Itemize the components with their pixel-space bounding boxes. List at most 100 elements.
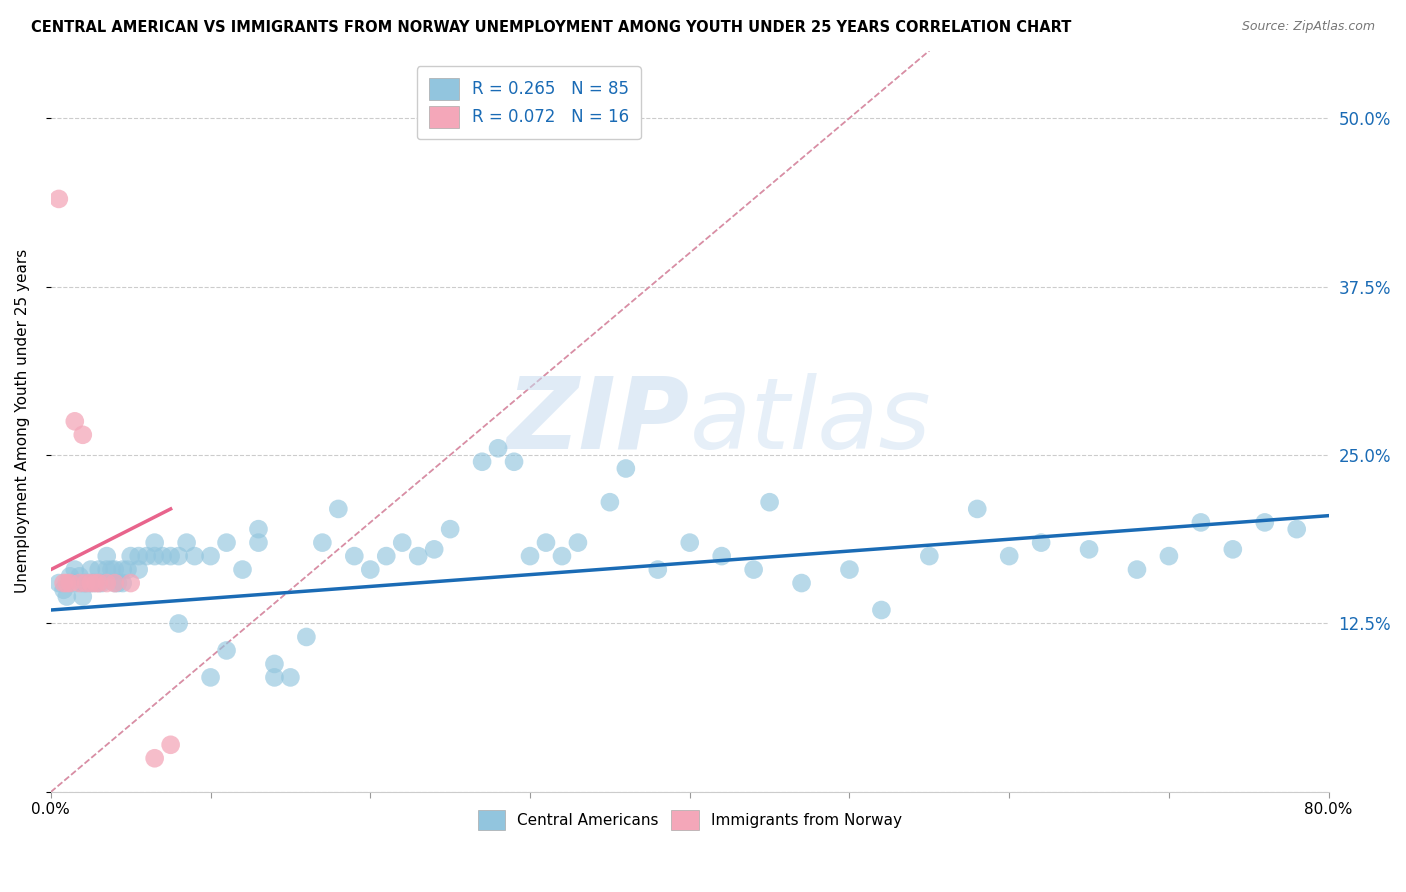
Point: [870, 603, 893, 617]
Point: [72, 576, 94, 591]
Point: [96, 576, 118, 591]
Point: [83, 576, 105, 591]
Point: [1031, 535, 1053, 549]
Point: [143, 549, 166, 563]
Point: [143, 535, 166, 549]
Legend: Central Americans, Immigrants from Norway: Central Americans, Immigrants from Norwa…: [471, 805, 908, 836]
Point: [107, 576, 129, 591]
Point: [200, 549, 222, 563]
Point: [120, 549, 142, 563]
Point: [534, 535, 557, 549]
Point: [176, 535, 198, 549]
Point: [117, 563, 139, 577]
Point: [280, 670, 302, 684]
Point: [128, 549, 150, 563]
Point: [343, 549, 366, 563]
Point: [167, 616, 190, 631]
Point: [104, 576, 127, 591]
Point: [63, 414, 86, 428]
Point: [52, 582, 75, 597]
Point: [80, 563, 103, 577]
Point: [263, 657, 285, 671]
Point: [120, 576, 142, 591]
Point: [69, 576, 91, 591]
Point: [56, 576, 79, 591]
Point: [104, 563, 127, 577]
Point: [128, 563, 150, 577]
Point: [159, 738, 181, 752]
Point: [439, 522, 461, 536]
Point: [742, 563, 765, 577]
Point: [152, 549, 174, 563]
Point: [100, 563, 122, 577]
Point: [135, 549, 157, 563]
Point: [614, 461, 637, 475]
Point: [104, 576, 127, 591]
Point: [311, 535, 333, 549]
Point: [215, 643, 238, 657]
Point: [75, 576, 97, 591]
Point: [1157, 549, 1180, 563]
Point: [87, 576, 110, 591]
Point: [758, 495, 780, 509]
Text: CENTRAL AMERICAN VS IMMIGRANTS FROM NORWAY UNEMPLOYMENT AMONG YOUTH UNDER 25 YEA: CENTRAL AMERICAN VS IMMIGRANTS FROM NORW…: [31, 20, 1071, 35]
Point: [91, 576, 114, 591]
Point: [52, 576, 75, 591]
Point: [80, 576, 103, 591]
Point: [1078, 542, 1101, 557]
Point: [1222, 542, 1244, 557]
Text: ZIP: ZIP: [506, 373, 690, 470]
Point: [56, 590, 79, 604]
Point: [63, 576, 86, 591]
Point: [710, 549, 733, 563]
Point: [215, 535, 238, 549]
Point: [69, 569, 91, 583]
Point: [48, 576, 70, 591]
Point: [59, 569, 82, 583]
Point: [84, 576, 107, 591]
Point: [406, 549, 429, 563]
Point: [1254, 516, 1277, 530]
Point: [111, 576, 134, 591]
Point: [567, 535, 589, 549]
Point: [48, 192, 70, 206]
Point: [247, 522, 270, 536]
Y-axis label: Unemployment Among Youth under 25 years: Unemployment Among Youth under 25 years: [15, 249, 30, 593]
Point: [75, 576, 97, 591]
Point: [1126, 563, 1149, 577]
Point: [231, 563, 253, 577]
Point: [59, 576, 82, 591]
Point: [63, 563, 86, 577]
Point: [159, 549, 181, 563]
Text: atlas: atlas: [690, 373, 931, 470]
Point: [647, 563, 669, 577]
Point: [1189, 516, 1212, 530]
Point: [87, 576, 110, 591]
Point: [1285, 522, 1308, 536]
Point: [96, 563, 118, 577]
Point: [167, 549, 190, 563]
Point: [247, 535, 270, 549]
Point: [295, 630, 318, 644]
Point: [328, 502, 350, 516]
Text: Source: ZipAtlas.com: Source: ZipAtlas.com: [1241, 20, 1375, 33]
Point: [263, 670, 285, 684]
Point: [471, 455, 494, 469]
Point: [519, 549, 541, 563]
Point: [183, 549, 205, 563]
Point: [838, 563, 860, 577]
Point: [599, 495, 621, 509]
Point: [375, 549, 398, 563]
Point: [679, 535, 702, 549]
Point: [486, 442, 509, 456]
Point: [998, 549, 1021, 563]
Point: [359, 563, 381, 577]
Point: [143, 751, 166, 765]
Point: [391, 535, 413, 549]
Point: [80, 576, 103, 591]
Point: [423, 542, 446, 557]
Point: [96, 549, 118, 563]
Point: [87, 563, 110, 577]
Point: [72, 427, 94, 442]
Point: [966, 502, 988, 516]
